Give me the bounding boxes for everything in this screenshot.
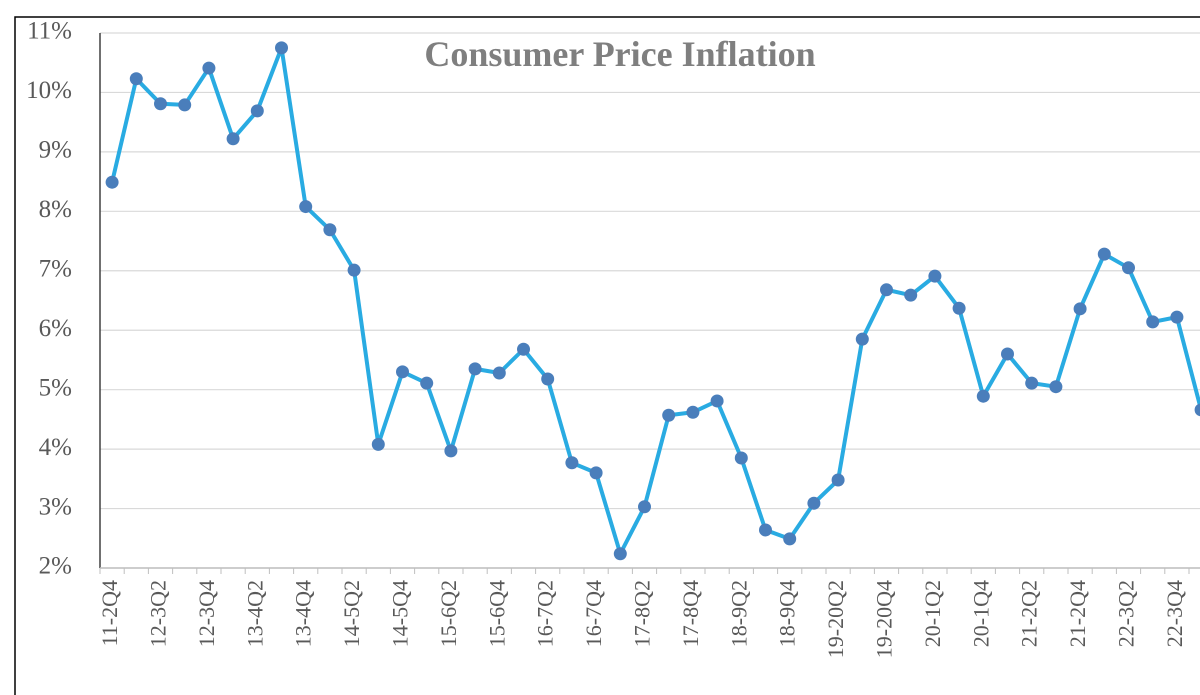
x-tick-label: 12-3Q4 <box>194 580 219 647</box>
x-tick-label: 18-9Q4 <box>775 580 800 647</box>
marker <box>129 72 143 86</box>
marker <box>952 301 966 315</box>
marker <box>807 496 821 510</box>
marker <box>250 104 264 118</box>
x-tick-label: 16-7Q4 <box>581 580 606 647</box>
x-tick-label: 14-5Q2 <box>339 580 364 647</box>
marker <box>396 365 409 379</box>
marker <box>1025 376 1039 390</box>
x-tick-label: 20-1Q4 <box>968 580 993 647</box>
marker <box>226 132 240 146</box>
marker <box>347 263 361 277</box>
x-tick-label: 19-20Q2 <box>823 580 848 658</box>
marker <box>638 500 651 514</box>
marker <box>444 444 458 458</box>
x-tick-label: 12-3Q2 <box>146 580 171 647</box>
y-tick-label: 5% <box>39 374 72 401</box>
y-tick-label: 8% <box>39 196 72 223</box>
marker <box>1049 380 1063 394</box>
marker <box>904 288 918 302</box>
x-tick-label: 17-8Q2 <box>630 580 655 647</box>
x-tick-label: 17-8Q4 <box>678 580 703 647</box>
marker <box>323 223 337 237</box>
x-tick-label: 21-2Q2 <box>1017 580 1042 647</box>
marker <box>831 473 845 487</box>
marker <box>1073 302 1087 316</box>
marker <box>976 389 990 403</box>
marker <box>202 61 216 75</box>
marker <box>541 372 555 386</box>
y-tick-label: 10% <box>26 77 72 104</box>
x-tick-label: 14-5Q4 <box>388 580 413 647</box>
marker <box>613 547 627 561</box>
x-tick-label: 22-3Q4 <box>1162 580 1187 647</box>
x-tick-label: 21-2Q4 <box>1065 580 1090 647</box>
marker <box>154 97 167 111</box>
y-tick-label: 3% <box>39 493 72 520</box>
chart-title: Consumer Price Inflation <box>424 34 815 74</box>
marker <box>589 466 603 480</box>
marker <box>492 366 506 380</box>
x-tick-label: 22-3Q2 <box>1114 580 1139 647</box>
y-tick-label: 7% <box>39 256 72 283</box>
y-tick-label: 2% <box>39 553 72 580</box>
marker <box>468 362 482 376</box>
marker <box>662 408 676 422</box>
marker <box>275 41 288 55</box>
x-tick-label: 11-2Q4 <box>97 580 122 646</box>
marker <box>759 523 772 537</box>
line <box>110 45 1200 556</box>
x-tick-label: 15-6Q4 <box>484 580 509 647</box>
marker <box>178 98 192 112</box>
x-tick-label: 18-9Q2 <box>726 580 751 647</box>
y-tick-label: 4% <box>39 434 72 461</box>
marker <box>1001 347 1014 361</box>
marker <box>734 451 748 465</box>
marker <box>1170 310 1184 324</box>
y-tick-label: 11% <box>27 18 72 45</box>
chart-frame <box>14 16 1200 695</box>
marker <box>928 269 942 283</box>
marker <box>783 532 797 546</box>
y-tick-label: 6% <box>39 315 72 342</box>
x-tick-label: 20-1Q2 <box>920 580 945 647</box>
marker <box>1122 261 1135 275</box>
marker <box>1194 403 1200 417</box>
marker <box>686 405 700 419</box>
marker <box>299 200 313 214</box>
marker <box>855 332 869 346</box>
marker <box>1146 315 1160 329</box>
marker <box>420 376 434 390</box>
marker <box>710 394 724 408</box>
marker <box>565 456 579 470</box>
marker <box>880 283 893 297</box>
marker <box>105 175 119 189</box>
marker <box>371 437 385 451</box>
marker <box>517 342 530 356</box>
x-tick-label: 16-7Q2 <box>533 580 558 647</box>
x-tick-label: 13-4Q4 <box>291 580 316 647</box>
x-tick-label: 15-6Q2 <box>436 580 461 647</box>
x-tick-label: 19-20Q4 <box>872 580 897 658</box>
x-tick-label: 13-4Q2 <box>242 580 267 647</box>
y-tick-label: 9% <box>39 137 72 164</box>
marker <box>1097 247 1111 261</box>
